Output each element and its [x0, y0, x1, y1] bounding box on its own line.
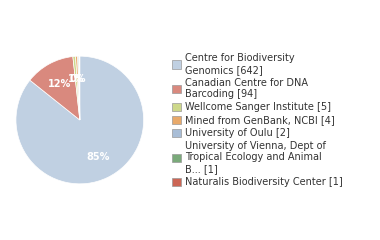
Wedge shape: [79, 56, 80, 120]
Text: 12%: 12%: [48, 79, 71, 89]
Wedge shape: [73, 56, 80, 120]
Wedge shape: [78, 56, 80, 120]
Text: 0%: 0%: [70, 73, 86, 84]
Wedge shape: [30, 57, 80, 120]
Legend: Centre for Biodiversity
Genomics [642], Canadian Centre for DNA
Barcoding [94], : Centre for Biodiversity Genomics [642], …: [173, 53, 343, 187]
Text: 85%: 85%: [86, 152, 109, 162]
Wedge shape: [79, 56, 80, 120]
Text: 1%: 1%: [68, 74, 84, 84]
Wedge shape: [76, 56, 80, 120]
Wedge shape: [16, 56, 144, 184]
